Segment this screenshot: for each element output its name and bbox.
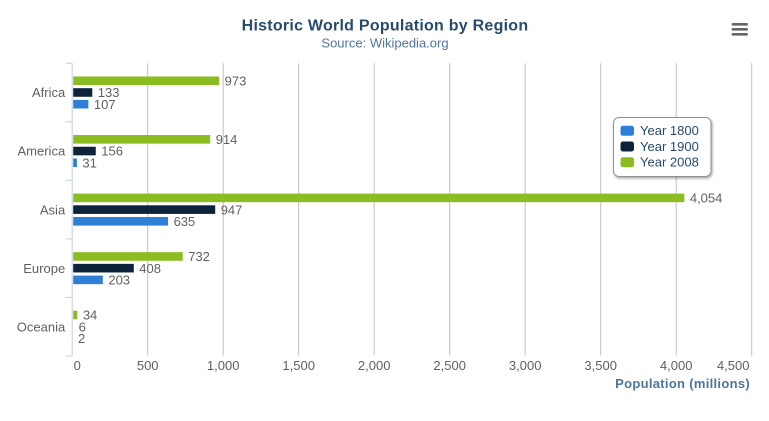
svg-text:2: 2	[78, 331, 85, 346]
svg-text:Year 1900: Year 1900	[640, 139, 699, 154]
svg-text:2,000: 2,000	[358, 358, 391, 373]
svg-text:31: 31	[82, 155, 96, 170]
svg-text:3,500: 3,500	[584, 358, 617, 373]
svg-text:4,000: 4,000	[660, 358, 693, 373]
svg-text:3,000: 3,000	[509, 358, 542, 373]
svg-text:1,500: 1,500	[282, 358, 315, 373]
svg-text:4,054: 4,054	[690, 191, 723, 206]
svg-text:Africa: Africa	[32, 85, 66, 100]
svg-text:Year 1800: Year 1800	[640, 123, 699, 138]
svg-text:Historic World Population by R: Historic World Population by Region	[242, 18, 529, 35]
svg-text:408: 408	[139, 261, 161, 276]
svg-text:973: 973	[225, 73, 247, 88]
svg-text:203: 203	[108, 273, 130, 288]
svg-text:4,500: 4,500	[717, 358, 750, 373]
svg-text:914: 914	[216, 132, 238, 147]
svg-text:947: 947	[221, 202, 243, 217]
svg-text:1,000: 1,000	[207, 358, 240, 373]
svg-text:732: 732	[188, 249, 210, 264]
svg-text:635: 635	[174, 214, 196, 229]
svg-text:133: 133	[98, 85, 120, 100]
svg-text:America: America	[18, 144, 66, 159]
svg-text:500: 500	[137, 358, 159, 373]
svg-text:156: 156	[101, 144, 123, 159]
svg-text:Oceania: Oceania	[17, 319, 66, 334]
svg-text:34: 34	[83, 308, 97, 323]
svg-text:Source: Wikipedia.org: Source: Wikipedia.org	[321, 35, 448, 50]
svg-text:107: 107	[94, 97, 116, 112]
svg-text:2,500: 2,500	[433, 358, 466, 373]
svg-text:0: 0	[74, 358, 81, 373]
svg-text:Year 2008: Year 2008	[640, 155, 699, 170]
svg-text:Population (millions): Population (millions)	[615, 376, 750, 391]
svg-text:6: 6	[79, 319, 86, 334]
svg-text:Asia: Asia	[40, 202, 66, 217]
svg-text:Europe: Europe	[23, 261, 65, 276]
